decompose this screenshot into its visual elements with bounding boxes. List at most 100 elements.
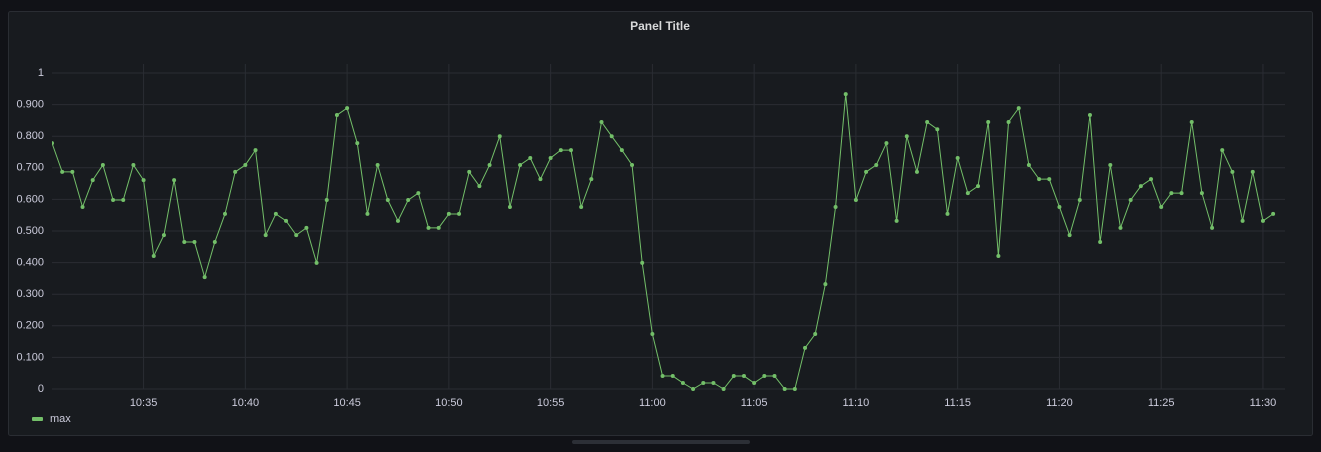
data-point bbox=[1220, 148, 1225, 153]
y-tick-label: 0.300 bbox=[16, 288, 44, 300]
data-point bbox=[925, 119, 930, 124]
data-point bbox=[589, 177, 594, 182]
x-tick-label: 11:25 bbox=[1148, 397, 1175, 409]
data-point bbox=[334, 113, 339, 118]
data-point bbox=[518, 162, 523, 167]
y-tick-label: 1 bbox=[38, 67, 44, 79]
data-point bbox=[914, 169, 919, 174]
data-point bbox=[233, 169, 238, 174]
data-point bbox=[894, 218, 899, 223]
data-point bbox=[52, 141, 54, 146]
data-point bbox=[1138, 184, 1143, 189]
data-point bbox=[945, 211, 950, 216]
data-point bbox=[650, 332, 655, 337]
data-point bbox=[507, 204, 512, 209]
data-point bbox=[1210, 225, 1215, 230]
data-point bbox=[680, 380, 685, 385]
x-tick-label: 10:55 bbox=[537, 397, 565, 409]
data-point bbox=[222, 211, 227, 216]
data-point bbox=[996, 253, 1001, 258]
data-point bbox=[741, 374, 746, 379]
data-point bbox=[1271, 211, 1276, 216]
data-point bbox=[284, 218, 289, 223]
data-point bbox=[731, 374, 736, 379]
x-tick-label: 10:45 bbox=[333, 397, 361, 409]
x-tick-label: 11:30 bbox=[1250, 397, 1277, 409]
data-point bbox=[599, 119, 604, 124]
data-point bbox=[487, 162, 492, 167]
data-point bbox=[60, 169, 65, 174]
data-point bbox=[477, 184, 482, 189]
data-point bbox=[528, 156, 533, 161]
data-point bbox=[568, 148, 573, 153]
data-point bbox=[141, 178, 146, 183]
data-point bbox=[1240, 218, 1245, 223]
data-point bbox=[192, 240, 197, 245]
data-point bbox=[1260, 218, 1265, 223]
y-tick-label: 0.200 bbox=[16, 320, 44, 332]
data-point bbox=[1037, 177, 1042, 182]
panel-title[interactable]: Panel Title bbox=[630, 19, 690, 33]
data-point bbox=[1108, 162, 1113, 167]
legend-label[interactable]: max bbox=[50, 413, 71, 425]
data-point bbox=[548, 156, 553, 161]
data-point bbox=[721, 387, 726, 391]
data-point bbox=[70, 169, 75, 174]
data-point bbox=[935, 127, 940, 132]
data-point bbox=[691, 387, 696, 391]
data-point bbox=[853, 198, 858, 203]
data-point bbox=[579, 204, 584, 209]
data-point bbox=[161, 233, 166, 238]
data-point bbox=[782, 387, 787, 391]
data-point bbox=[884, 141, 889, 146]
data-point bbox=[1006, 119, 1011, 124]
x-tick-label: 10:35 bbox=[130, 397, 158, 409]
data-point bbox=[416, 191, 421, 196]
data-point bbox=[365, 211, 370, 216]
data-point bbox=[1067, 233, 1072, 238]
y-tick-label: 0.500 bbox=[16, 225, 44, 237]
data-point bbox=[1087, 113, 1092, 118]
x-tick-label: 10:50 bbox=[435, 397, 463, 409]
data-point bbox=[609, 134, 614, 139]
data-point bbox=[1047, 177, 1052, 182]
data-point bbox=[792, 387, 797, 391]
data-point bbox=[874, 162, 879, 167]
data-point bbox=[172, 178, 177, 183]
data-point bbox=[131, 162, 136, 167]
data-point bbox=[640, 260, 645, 265]
data-point bbox=[803, 345, 808, 350]
legend-swatch bbox=[32, 417, 43, 421]
x-tick-label: 11:20 bbox=[1046, 397, 1073, 409]
data-point bbox=[701, 380, 706, 385]
data-point bbox=[1199, 191, 1204, 196]
data-point bbox=[273, 211, 278, 216]
data-point bbox=[294, 233, 299, 238]
data-point bbox=[864, 169, 869, 174]
data-point bbox=[1057, 204, 1062, 209]
data-point bbox=[121, 198, 126, 203]
y-tick-label: 0 bbox=[38, 383, 44, 395]
data-point bbox=[823, 282, 828, 287]
data-point bbox=[263, 233, 268, 238]
x-tick-label: 11:10 bbox=[843, 397, 870, 409]
x-tick-label: 11:15 bbox=[944, 397, 971, 409]
data-point bbox=[253, 148, 258, 153]
data-point bbox=[711, 380, 716, 385]
data-point bbox=[1098, 240, 1103, 245]
data-point bbox=[111, 198, 116, 203]
data-point bbox=[762, 374, 767, 379]
data-point bbox=[955, 156, 960, 161]
x-tick-label: 11:00 bbox=[639, 397, 666, 409]
data-point bbox=[976, 184, 981, 189]
data-point bbox=[630, 162, 635, 167]
data-point bbox=[772, 374, 777, 379]
data-point bbox=[1169, 191, 1174, 196]
data-point bbox=[90, 178, 95, 183]
data-point bbox=[314, 260, 319, 265]
data-point bbox=[436, 225, 441, 230]
data-point bbox=[1118, 225, 1123, 230]
resize-handle[interactable] bbox=[572, 440, 750, 444]
data-point bbox=[80, 204, 85, 209]
